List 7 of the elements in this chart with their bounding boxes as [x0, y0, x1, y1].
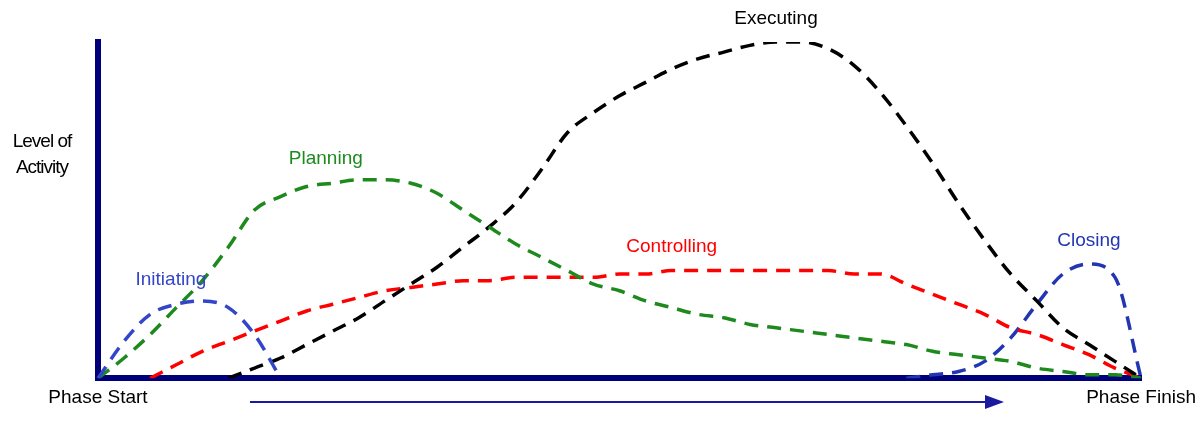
series-label: Closing: [1057, 228, 1121, 250]
x-tick-label: Phase Finish: [1086, 385, 1196, 407]
series-label: Executing: [734, 6, 818, 28]
series-label: Planning: [288, 146, 363, 168]
y-axis-title: Level of Activity: [11, 129, 73, 179]
x-tick-label: Phase Start: [48, 385, 149, 407]
series-label: Controlling: [626, 235, 718, 257]
